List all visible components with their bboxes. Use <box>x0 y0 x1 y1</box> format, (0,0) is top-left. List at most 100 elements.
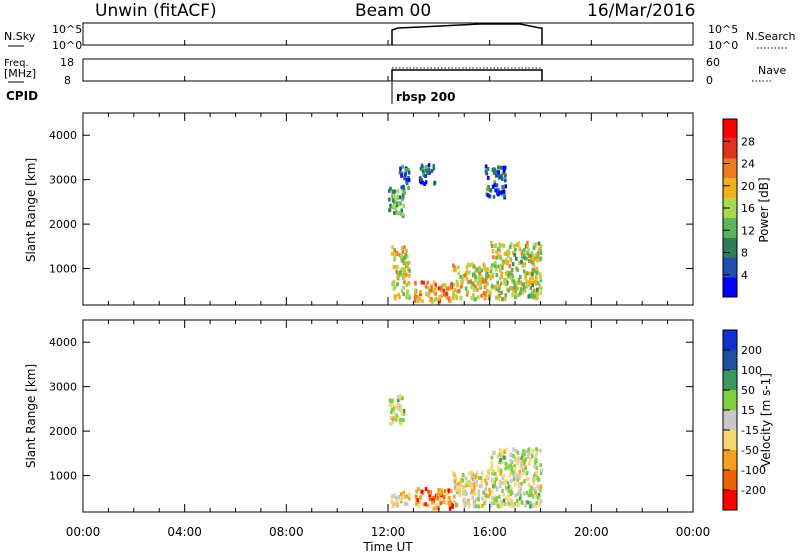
echo-cell <box>507 272 511 277</box>
y-tick-label: 2000 <box>49 425 77 438</box>
echo-cell <box>447 296 451 301</box>
echo-cell <box>472 485 476 490</box>
echo-cell <box>534 456 538 461</box>
echo-cell <box>499 471 502 476</box>
echo-cell <box>398 253 402 258</box>
echo-cell <box>525 279 528 284</box>
echo-cell <box>457 271 461 276</box>
echo-cell <box>471 483 475 488</box>
echo-cell <box>465 265 469 270</box>
echo-cell <box>455 485 459 490</box>
echo-cell <box>407 168 410 173</box>
echo-cell <box>536 281 540 286</box>
echo-cell <box>452 293 455 298</box>
echo-cell <box>400 408 403 413</box>
echo-cell <box>510 467 514 472</box>
echo-cell <box>493 183 497 188</box>
echo-cell <box>527 294 531 299</box>
echo-cell <box>405 291 409 296</box>
echo-cell <box>500 271 504 276</box>
colorbar-swatch <box>723 277 737 297</box>
echo-cell <box>512 503 516 508</box>
echo-cell <box>477 497 480 502</box>
echo-cell <box>402 411 406 416</box>
y-tick-label: 1000 <box>49 263 77 276</box>
echo-cell <box>418 297 422 302</box>
echo-cell <box>396 282 399 287</box>
echo-cell <box>496 454 500 459</box>
echo-cell <box>500 257 503 262</box>
echo-cell <box>539 463 543 468</box>
echo-cell <box>536 268 539 273</box>
y-tick-label: 4000 <box>49 336 77 349</box>
echo-cell <box>407 178 411 183</box>
echo-cell <box>405 295 408 300</box>
echo-cell <box>502 259 505 264</box>
echo-cell <box>498 452 502 457</box>
echo-cell <box>498 293 501 298</box>
echo-cell <box>406 263 409 268</box>
echo-cell <box>415 489 418 494</box>
echo-cell <box>405 494 409 499</box>
freq-right-label: Nave <box>758 64 786 77</box>
echo-cell <box>511 262 515 267</box>
echo-cell <box>427 292 431 297</box>
echo-cell <box>516 461 519 466</box>
echo-cell <box>538 285 542 290</box>
echo-cell <box>434 282 437 287</box>
echo-cell <box>477 475 481 480</box>
echo-cell <box>399 404 403 409</box>
echo-cell <box>483 478 487 483</box>
colorbar-swatch <box>723 390 737 410</box>
echo-cell <box>506 480 510 485</box>
colorbar-swatch <box>723 237 737 258</box>
echo-cell <box>391 194 394 199</box>
colorbar-swatch <box>723 138 737 159</box>
echo-cell <box>521 263 524 268</box>
echo-cell <box>400 246 404 251</box>
echo-cell <box>474 473 477 478</box>
echo-cell <box>470 475 473 480</box>
echo-cell <box>432 163 436 168</box>
echo-cell <box>495 191 499 196</box>
freq-left-label-1: Freq. <box>4 58 29 69</box>
velocity-plot-frame <box>82 319 694 513</box>
colorbar-tick-label: 4 <box>741 269 748 282</box>
echo-cell <box>539 488 542 493</box>
echo-cell <box>427 167 431 172</box>
echo-cell <box>482 490 485 495</box>
echo-cell <box>447 488 451 493</box>
y-tick-label: 1000 <box>49 470 77 483</box>
echo-cell <box>465 500 469 505</box>
echo-cell <box>402 418 405 423</box>
echo-cell <box>394 294 397 299</box>
echo-cell <box>534 281 538 286</box>
echo-cell <box>528 451 532 456</box>
echo-cell <box>461 478 465 483</box>
echo-cell <box>514 493 517 498</box>
echo-cell <box>497 264 500 269</box>
echo-cell <box>516 456 520 461</box>
echo-cell <box>436 496 440 501</box>
echo-cell <box>495 498 498 503</box>
echo-cell <box>502 455 506 460</box>
echo-cell <box>393 494 397 499</box>
echo-cell <box>432 499 436 504</box>
echo-cell <box>516 267 519 272</box>
echo-cell <box>500 190 504 195</box>
echo-cell <box>502 492 505 497</box>
echo-cell <box>492 167 496 172</box>
echo-cell <box>441 283 445 288</box>
echo-cell <box>458 491 462 496</box>
echo-cell <box>396 395 400 400</box>
echo-cell <box>396 194 400 199</box>
power-echoes <box>388 163 543 304</box>
echo-cell <box>495 273 499 278</box>
echo-cell <box>527 280 531 285</box>
echo-cell <box>513 252 517 257</box>
echo-cell <box>442 288 446 293</box>
echo-cell <box>445 289 449 294</box>
echo-cell <box>390 499 394 504</box>
echo-cell <box>520 456 524 461</box>
echo-cell <box>403 190 406 195</box>
